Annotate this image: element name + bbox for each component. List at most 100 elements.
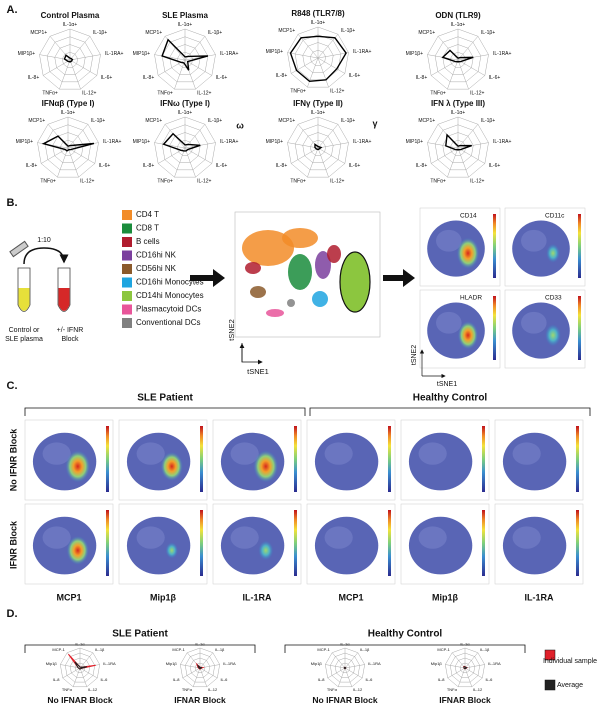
- radar-ring: [449, 652, 481, 683]
- radar-spoke: [457, 667, 466, 687]
- tsne-cluster: [287, 299, 295, 307]
- chart-title: R848 (TLR7/8): [291, 9, 345, 18]
- legend-swatch: [122, 291, 132, 301]
- axis-label: IL-1α+: [311, 110, 326, 116]
- legend-swatch: [122, 277, 132, 288]
- radar-spoke: [199, 667, 208, 687]
- tsne-hotspot: [457, 321, 479, 350]
- tsne-density: [324, 526, 353, 549]
- axis-label: IL-1α+: [311, 20, 326, 26]
- axis-label: IL-12: [208, 687, 218, 692]
- radar-ring: [60, 139, 76, 156]
- group-bracket: [24, 407, 306, 416]
- axis-label: IL-12: [473, 687, 483, 692]
- radar-ring: [184, 652, 216, 683]
- tsne-hotspot: [456, 237, 480, 269]
- tsne-density: [42, 442, 71, 465]
- big-arrow: [190, 269, 225, 287]
- axis-label: IL-12: [88, 687, 98, 692]
- legend-swatch: [544, 679, 556, 691]
- radar-spoke: [344, 667, 353, 687]
- legend-swatch: [122, 250, 132, 261]
- tsne-density: [42, 526, 71, 549]
- radar-spoke: [451, 652, 466, 669]
- radar-spoke: [43, 59, 71, 76]
- radar-spoke: [431, 59, 459, 76]
- axis-label: IL-1β+: [208, 30, 222, 36]
- radar-spoke: [184, 54, 216, 61]
- radar-spoke: [317, 57, 345, 74]
- tsne-density: [324, 442, 353, 465]
- tsne-hotspot: [546, 243, 560, 263]
- group-title: Healthy Control: [413, 393, 488, 404]
- tsne-density: [436, 229, 462, 252]
- radar-spoke: [182, 667, 201, 679]
- radar-ring: [46, 36, 94, 83]
- color-scale: [482, 510, 485, 576]
- radar-ring: [310, 139, 326, 156]
- axis-label: TNFα+: [40, 179, 56, 185]
- column-label: IL-1RA: [525, 592, 555, 602]
- chart-title: IFN λ (Type III): [431, 99, 485, 108]
- radar-ring: [310, 49, 326, 66]
- radar-line: [463, 666, 468, 670]
- axis-label: MIP1β+: [16, 139, 34, 145]
- chart-title: IFNAR Block: [174, 695, 226, 705]
- marker-label: CD11c: [545, 213, 565, 220]
- axis-label: IL-12+: [330, 179, 344, 185]
- radar-ring: [287, 26, 349, 88]
- radar-ring: [287, 116, 349, 178]
- axis-label: IL-1RA: [488, 661, 501, 666]
- marker-label: HLADR: [460, 295, 482, 302]
- legend-swatch: [122, 237, 132, 247]
- tsne-cluster: [315, 251, 331, 279]
- radar-line: [441, 49, 474, 63]
- radar-ring: [74, 662, 86, 673]
- radar-spoke: [464, 667, 483, 679]
- tsne-hotspot: [165, 542, 178, 559]
- axis-label: IL-8+: [26, 163, 38, 169]
- legend-swatch: [122, 223, 132, 234]
- radar-spoke: [457, 59, 469, 90]
- axis-label: TNFα+: [290, 89, 306, 95]
- radar-spoke: [184, 147, 212, 164]
- tsne-density: [418, 442, 447, 465]
- tsne-hotspot: [545, 324, 561, 347]
- radar-ring: [442, 132, 474, 163]
- tsne-hotspot: [258, 540, 274, 561]
- group-bracket: [284, 644, 526, 653]
- axis-label: IL-1α+: [178, 22, 193, 28]
- axis-label: MCP-1: [52, 647, 65, 652]
- radar-ring: [39, 28, 101, 90]
- axis-label: IL-1α: [75, 641, 85, 646]
- axis-label: Mip1β: [431, 661, 443, 666]
- radar-spoke: [291, 57, 319, 74]
- radar-ring: [445, 647, 485, 688]
- axis-label: IL-1α+: [178, 110, 193, 116]
- radar-line: [63, 54, 74, 63]
- radar-ring: [329, 652, 361, 683]
- legend-label: CD16hi Monocytes: [136, 278, 204, 287]
- row-label: No IFNR Block: [8, 428, 18, 491]
- axis-label: IL-1α+: [61, 110, 76, 116]
- axis-label: TNFα: [62, 687, 73, 692]
- axis-label: IL-1β+: [481, 30, 495, 36]
- axis-label: IL-8+: [416, 75, 428, 81]
- legend-label: Average: [557, 682, 583, 689]
- axis-label: TNFα+: [157, 179, 173, 185]
- radar-spoke: [287, 142, 319, 149]
- radar-line: [343, 666, 347, 670]
- radar-ring: [454, 657, 476, 678]
- axis-arrow: [241, 343, 263, 365]
- axis-label: IL-1β+: [91, 118, 105, 124]
- axis-label: IL-1β+: [93, 30, 107, 36]
- color-scale: [493, 214, 496, 278]
- radar-ring: [189, 657, 211, 678]
- axis-label: IL-12+: [197, 91, 211, 97]
- radar-line: [289, 35, 347, 83]
- radar-line: [314, 143, 323, 151]
- chart-title: No IFNAR Block: [47, 695, 112, 705]
- axis-label: IL-6+: [101, 75, 113, 81]
- axis-label: TNFα+: [42, 91, 58, 97]
